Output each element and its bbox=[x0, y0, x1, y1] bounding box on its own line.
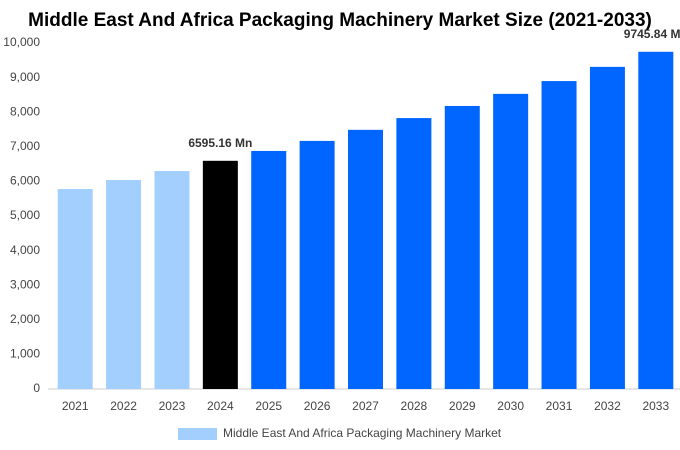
y-tick-label: 5,000 bbox=[10, 208, 40, 222]
x-tick-label: 2022 bbox=[110, 399, 137, 413]
value-label: 6595.16 Mn bbox=[188, 136, 252, 150]
y-tick-label: 7,000 bbox=[10, 139, 40, 153]
x-tick-label: 2028 bbox=[401, 399, 428, 413]
bar bbox=[299, 140, 335, 389]
x-tick-label: 2030 bbox=[497, 399, 524, 413]
x-tick-label: 2027 bbox=[352, 399, 379, 413]
bar bbox=[493, 93, 529, 389]
y-tick-label: 8,000 bbox=[10, 104, 40, 118]
x-tick-label: 2023 bbox=[159, 399, 186, 413]
y-tick-label: 6,000 bbox=[10, 174, 40, 188]
y-tick-label: 2,000 bbox=[10, 312, 40, 326]
bar bbox=[589, 66, 625, 390]
bar bbox=[106, 180, 142, 389]
bar bbox=[541, 81, 577, 389]
bar bbox=[57, 189, 93, 389]
y-tick-label: 9,000 bbox=[10, 70, 40, 84]
x-tick-label: 2033 bbox=[642, 399, 669, 413]
x-tick-label: 2024 bbox=[207, 399, 234, 413]
y-tick-label: 4,000 bbox=[10, 243, 40, 257]
bar bbox=[396, 118, 432, 389]
x-tick-label: 2025 bbox=[255, 399, 282, 413]
y-tick-label: 0 bbox=[33, 381, 40, 395]
chart-title: Middle East And Africa Packaging Machine… bbox=[28, 10, 652, 31]
bar bbox=[638, 51, 674, 389]
bar bbox=[251, 150, 287, 389]
x-tick-label: 2031 bbox=[546, 399, 573, 413]
y-tick-label: 3,000 bbox=[10, 277, 40, 291]
x-tick-label: 2029 bbox=[449, 399, 476, 413]
y-tick-label: 1,000 bbox=[10, 347, 40, 361]
x-tick-label: 2021 bbox=[62, 399, 89, 413]
bar bbox=[348, 129, 383, 389]
legend-label: Middle East And Africa Packaging Machine… bbox=[223, 426, 502, 440]
x-tick-label: 2032 bbox=[594, 399, 621, 413]
bar bbox=[444, 105, 480, 390]
bar bbox=[154, 171, 190, 389]
legend-swatch bbox=[178, 428, 217, 440]
bar bbox=[202, 160, 238, 389]
value-label: 9745.84 Mn bbox=[624, 27, 680, 41]
x-tick-label: 2026 bbox=[304, 399, 331, 413]
y-tick-label: 10,000 bbox=[3, 35, 40, 49]
